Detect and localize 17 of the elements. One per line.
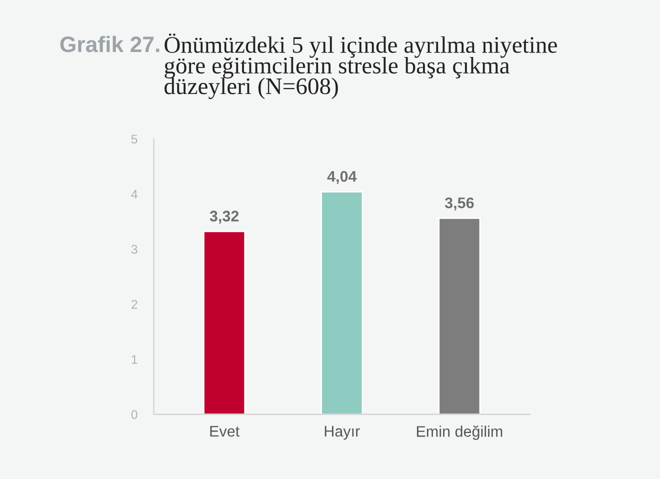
y-tick-label: 3 (131, 244, 138, 254)
bar (438, 218, 481, 414)
chart-title: Grafik 27. (60, 36, 160, 52)
chart-subtitle: Önümüzdeki 5 yıl içinde ayrılma niyetine göre eğitimcilerin stresle başa çıkma düzeyleri (N=608) (164, 34, 557, 100)
data-label: 4,04 (327, 171, 357, 184)
bar (320, 191, 364, 414)
y-tick-label: 0 (131, 410, 138, 419)
y-tick-label: 1 (132, 355, 138, 364)
data-label: 3,32 (210, 210, 239, 224)
data-label: 3,56 (444, 197, 474, 210)
bar (203, 230, 246, 414)
y-tick-label: 2 (131, 300, 138, 309)
x-tick-label: Evet (210, 426, 240, 437)
y-tick-label: 4 (131, 190, 138, 199)
y-tick-label: 5 (131, 134, 138, 144)
x-tick-label: Hayır (324, 426, 360, 440)
x-tick-label: Emin değilim (416, 425, 502, 440)
